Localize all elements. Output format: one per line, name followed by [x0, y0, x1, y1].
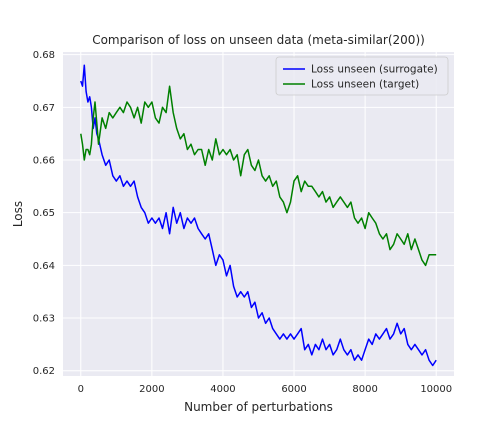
y-tick-label: 0.62	[33, 366, 55, 377]
plot-background	[63, 52, 454, 376]
y-tick-label: 0.65	[33, 208, 55, 219]
y-tick-label: 0.63	[33, 314, 55, 325]
x-tick-labels: 0 2000 4000 6000 8000 10000	[78, 384, 453, 395]
legend-label: Loss unseen (target)	[311, 79, 419, 91]
legend-label: Loss unseen (surrogate)	[311, 64, 438, 76]
y-tick-label: 0.64	[33, 261, 55, 272]
series-line-surrogate	[80, 64, 437, 367]
series-lines	[80, 64, 437, 367]
y-tick-label: 0.67	[33, 103, 55, 114]
legend: Loss unseen (surrogate) Loss unseen (targ…	[275, 56, 449, 96]
chart-title: Comparison of loss on unseen data (meta-…	[92, 33, 425, 47]
legend-box	[275, 56, 449, 96]
series-line-target	[80, 85, 437, 267]
x-tick-label: 2000	[139, 384, 164, 395]
x-tick-label: 10000	[420, 384, 452, 395]
y-axis-label: Loss	[11, 201, 25, 227]
x-axis-label: Number of perturbations	[184, 400, 333, 414]
x-tick-label: 8000	[352, 384, 377, 395]
y-tick-labels: 0.62 0.63 0.64 0.65 0.66 0.67 0.68	[33, 50, 55, 377]
x-tick-label: 0	[78, 384, 84, 395]
x-tick-label: 4000	[210, 384, 235, 395]
y-tick-label: 0.66	[33, 156, 55, 167]
x-tick-label: 6000	[281, 384, 306, 395]
y-tick-label: 0.68	[33, 50, 55, 61]
